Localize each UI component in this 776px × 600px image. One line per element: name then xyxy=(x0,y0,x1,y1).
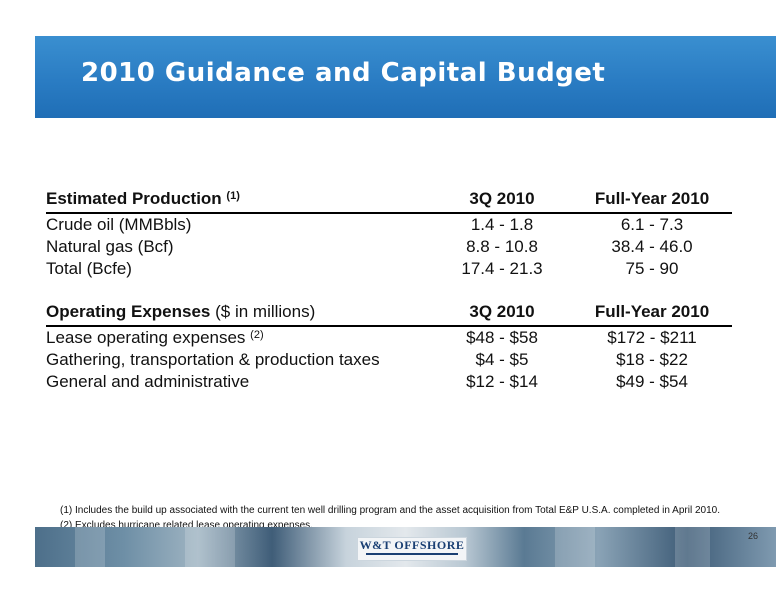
row-fy-value: $18 - $22 xyxy=(616,350,688,369)
row-fy-value: $49 - $54 xyxy=(616,372,688,391)
production-col-fy: Full-Year 2010 xyxy=(572,186,732,214)
row-3q-value: $48 - $58 xyxy=(466,328,538,347)
row-3q-value: 8.8 - 10.8 xyxy=(466,237,538,256)
row-label: Gathering, transportation & production t… xyxy=(46,350,380,369)
footer-decoration xyxy=(555,527,595,567)
row-note: (2) xyxy=(250,329,264,341)
title-bar: 2010 Guidance and Capital Budget xyxy=(35,36,776,118)
row-label: Lease operating expenses (2) xyxy=(46,328,264,347)
footer-decoration xyxy=(75,527,105,567)
opex-col-fy: Full-Year 2010 xyxy=(572,299,732,327)
company-logo: W&T OFFSHORE xyxy=(357,537,467,561)
footer-decoration xyxy=(675,527,710,567)
row-label: Natural gas (Bcf) xyxy=(46,237,174,256)
production-header-row: Estimated Production (1) 3Q 2010 Full-Ye… xyxy=(46,186,732,214)
row-3q-value: $4 - $5 xyxy=(475,350,529,369)
table-row: Natural gas (Bcf) 8.8 - 10.8 38.4 - 46.0 xyxy=(46,236,732,258)
table-row: Total (Bcfe) 17.4 - 21.3 75 - 90 xyxy=(46,258,732,280)
production-heading-note: (1) xyxy=(226,190,240,202)
page-number: 26 xyxy=(747,531,758,541)
row-3q-value: 17.4 - 21.3 xyxy=(461,259,543,278)
opex-col-3q: 3Q 2010 xyxy=(432,299,572,327)
opex-heading-suffix: ($ in millions) xyxy=(215,302,316,321)
table-row: Gathering, transportation & production t… xyxy=(46,349,732,371)
production-col-3q: 3Q 2010 xyxy=(432,186,572,214)
footnotes: (1) Includes the build up associated wit… xyxy=(60,503,720,533)
footnote-1: (1) Includes the build up associated wit… xyxy=(60,505,720,516)
table-row: Crude oil (MMBbls) 1.4 - 1.8 6.1 - 7.3 xyxy=(46,213,732,236)
opex-heading: Operating Expenses ($ in millions) xyxy=(46,299,432,327)
footer-photo-strip: W&T OFFSHORE 26 xyxy=(35,527,776,567)
row-label: General and administrative xyxy=(46,372,250,391)
row-fy-value: $172 - $211 xyxy=(607,328,697,347)
row-fy-value: 38.4 - 46.0 xyxy=(611,237,693,256)
row-3q-value: $12 - $14 xyxy=(466,372,538,391)
row-fy-value: 75 - 90 xyxy=(625,259,679,278)
table-row: General and administrative $12 - $14 $49… xyxy=(46,371,732,393)
row-label: Crude oil (MMBbls) xyxy=(46,215,192,234)
row-label: Total (Bcfe) xyxy=(46,259,132,278)
production-table: Estimated Production (1) 3Q 2010 Full-Ye… xyxy=(46,186,732,280)
production-heading: Estimated Production (1) xyxy=(46,186,432,214)
table-row: Lease operating expenses (2) $48 - $58 $… xyxy=(46,326,732,349)
row-3q-value: 1.4 - 1.8 xyxy=(470,215,534,234)
page-title: 2010 Guidance and Capital Budget xyxy=(81,58,606,88)
row-fy-value: 6.1 - 7.3 xyxy=(620,215,684,234)
footnote-2: (2) Excludes hurricane related lease ope… xyxy=(60,520,313,531)
footer-decoration xyxy=(185,527,235,567)
opex-table: Operating Expenses ($ in millions) 3Q 20… xyxy=(46,299,732,393)
opex-header-row: Operating Expenses ($ in millions) 3Q 20… xyxy=(46,299,732,327)
